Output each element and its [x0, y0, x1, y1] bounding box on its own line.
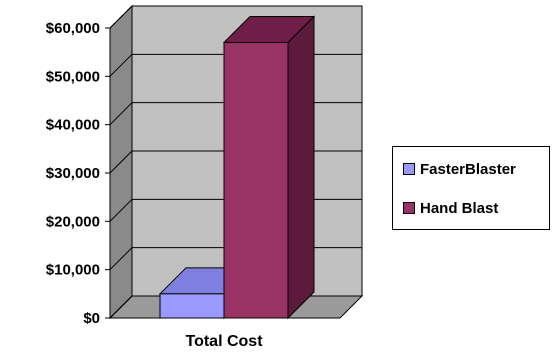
bar-front-fasterblaster — [159, 293, 225, 319]
y-tick-label-4: $40,000 — [46, 117, 100, 134]
y-tick-label-3: $30,000 — [46, 165, 100, 182]
axes — [105, 27, 340, 319]
legend-label-fasterblaster: FasterBlaster — [420, 160, 516, 178]
bar-front-hand-blast — [223, 42, 289, 319]
legend-swatch-hand-blast — [403, 202, 415, 214]
x-category-labels: Total Cost — [185, 333, 263, 350]
y-tick-label-6: $60,000 — [46, 20, 100, 37]
legend: FasterBlaster Hand Blast — [392, 146, 550, 230]
legend-item-hand-blast: Hand Blast — [403, 199, 498, 217]
x-category-label-0: Total Cost — [185, 333, 263, 350]
bar-hand-blast — [222, 15, 316, 320]
legend-item-fasterblaster: FasterBlaster — [403, 160, 516, 178]
legend-swatch-fasterblaster — [403, 163, 415, 175]
y-tick-label-1: $10,000 — [46, 262, 100, 279]
y-tick-labels: $0 $10,000 $20,000 $30,000 $40,000 $50,000 $60… — [46, 20, 100, 327]
y-tick-label-0: $0 — [83, 310, 100, 327]
bars — [158, 15, 316, 320]
y-tick-label-5: $50,000 — [46, 68, 100, 85]
gridline-6 — [109, 5, 362, 29]
bar-side-hand-blast — [287, 15, 315, 320]
legend-label-hand-blast: Hand Blast — [420, 199, 499, 217]
y-tick-label-2: $20,000 — [46, 213, 100, 230]
